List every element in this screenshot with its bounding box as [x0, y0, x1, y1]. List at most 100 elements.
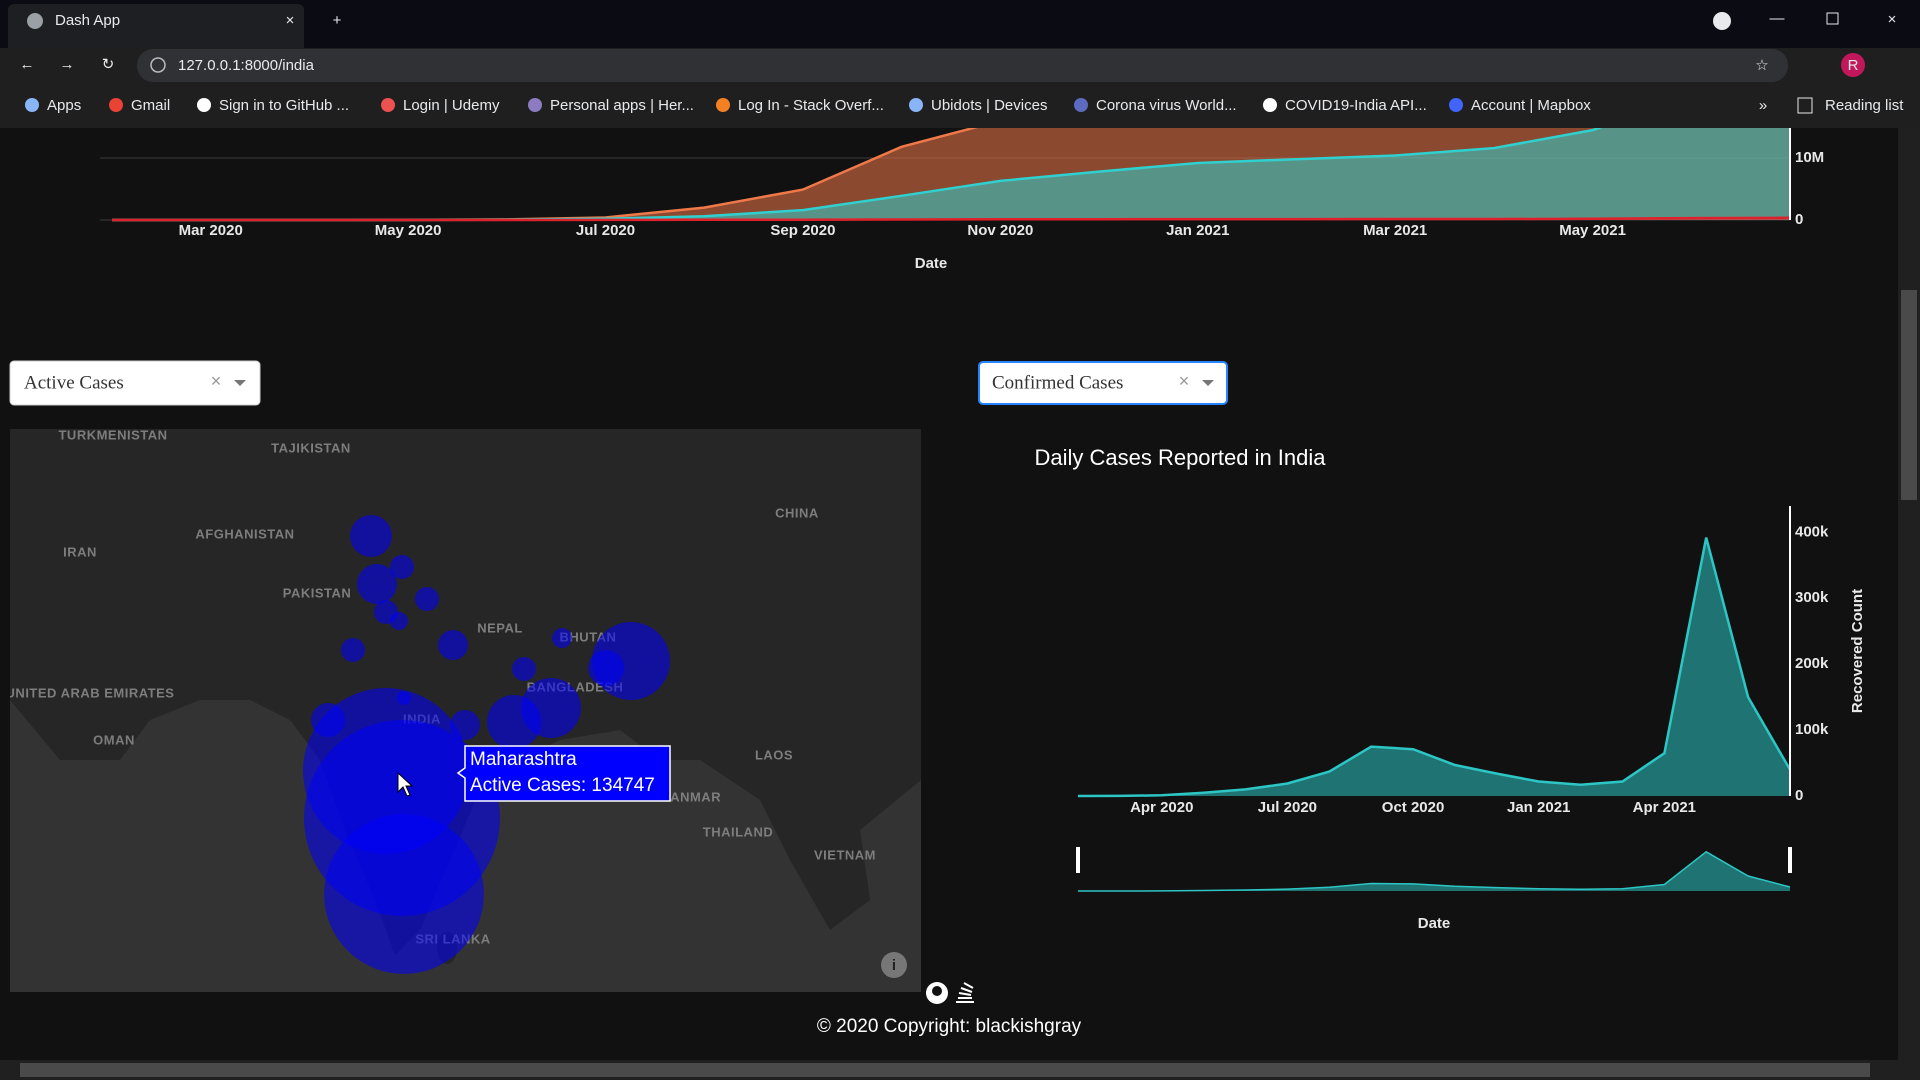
forward-button[interactable]: →	[60, 56, 75, 73]
x-tick-label: Jul 2020	[1258, 799, 1317, 816]
github-icon-inner	[932, 986, 942, 996]
range-area-fill	[1078, 851, 1790, 891]
tooltip-box	[456, 745, 671, 802]
tooltip: Maharashtra Active Cases: 134747	[456, 745, 671, 802]
map-label: THAILAND	[703, 824, 773, 839]
tab-title[interactable]: Dash App	[55, 12, 120, 29]
range-handle[interactable]	[1076, 847, 1080, 873]
map-label: LAOS	[755, 747, 793, 762]
x-tick-label: Jan 2021	[1507, 799, 1570, 816]
bubble[interactable]	[414, 586, 440, 612]
bubble[interactable]	[511, 656, 537, 682]
map-label: VIETNAM	[814, 847, 876, 862]
area-line	[112, 216, 1791, 222]
bookmark[interactable]: Personal apps | Her...	[550, 97, 694, 114]
bubble[interactable]	[551, 627, 573, 649]
y-tick-label: 300k	[1795, 589, 1829, 606]
tab[interactable]	[8, 4, 304, 48]
chart-title: Daily Cases Reported in India	[1034, 445, 1326, 470]
bookmark[interactable]: COVID19-India API...	[1285, 97, 1427, 114]
left-dropdown[interactable]	[9, 360, 261, 406]
bubble[interactable]	[486, 694, 542, 750]
reading-list[interactable]: Reading list	[1825, 97, 1904, 114]
map-label: OMAN	[93, 732, 135, 747]
bubble[interactable]	[389, 554, 415, 580]
profile[interactable]	[1841, 53, 1865, 77]
y-tick-label: 200k	[1795, 655, 1829, 672]
cumulative-chart	[100, 128, 1791, 222]
bookmark-icon	[109, 98, 123, 112]
bubble[interactable]	[357, 564, 397, 604]
copyright: © 2020 Copyright: blackishgray	[817, 1016, 1082, 1037]
bookmark[interactable]: Sign in to GitHub ...	[219, 97, 349, 114]
right-dropdown-value: Confirmed Cases	[992, 372, 1123, 393]
x-tick-label: Sep 2020	[770, 222, 835, 239]
map-label: TAJIKISTAN	[271, 440, 351, 455]
bookmark-icon	[528, 98, 542, 112]
tab-favicon	[27, 13, 43, 29]
bubble[interactable]	[438, 630, 468, 660]
map-label: UNITED ARAB EMIRATES	[6, 685, 175, 700]
more-bookmarks[interactable]: »	[1759, 97, 1767, 114]
range-handle[interactable]	[1788, 847, 1792, 873]
cumulative-axes: 0 10M Mar 2020 May 2020 Jul 2020 Sep 2020 Nov …	[179, 128, 1824, 272]
url[interactable]: 127.0.0.1:8000/india	[178, 57, 315, 74]
bookmark-icon	[909, 98, 923, 112]
x-tick-label: May 2021	[1559, 222, 1626, 239]
right-dropdown[interactable]	[978, 361, 1228, 405]
map-layer: TURKMENISTAN TAJIKISTAN AFGHANISTAN IRAN PAK…	[6, 429, 876, 974]
bookmark-star[interactable]: ☆	[1755, 57, 1768, 74]
bookmark-icon	[716, 98, 730, 112]
bubble[interactable]	[389, 611, 409, 631]
map[interactable]: TURKMENISTAN TAJIKISTAN AFGHANISTAN IRAN PAK…	[6, 427, 921, 992]
bookmark[interactable]: Ubidots | Devices	[931, 97, 1047, 114]
restore[interactable]	[1826, 12, 1839, 25]
bookmark-icon	[197, 98, 211, 112]
bookmark[interactable]: Account | Mapbox	[1471, 97, 1591, 114]
bookmark[interactable]: Apps	[47, 97, 81, 114]
minimize[interactable]: —	[1770, 10, 1785, 27]
site-info[interactable]	[150, 57, 166, 73]
vertical-scrollbar[interactable]	[1898, 128, 1920, 1060]
area-line	[1077, 537, 1792, 798]
stackoverflow-icon[interactable]	[956, 982, 974, 1003]
bookmark[interactable]: Log In - Stack Overf...	[738, 97, 884, 114]
map-label: CHINA	[775, 505, 819, 520]
reading-list-icon	[1797, 97, 1813, 114]
new-tab[interactable]: +	[333, 12, 342, 29]
bubble[interactable]	[340, 637, 366, 663]
left-dropdown-clear[interactable]: ×	[211, 371, 222, 391]
left-dropdown-caret[interactable]	[234, 380, 246, 386]
y-axis-title: Recovered Count	[1849, 589, 1866, 713]
area-fill	[112, 128, 1790, 220]
daily-chart: 0 100k 200k 300k 400k Apr 2020 Jul 2020 Oct 202…	[1034, 445, 1865, 932]
area-fill	[1078, 537, 1790, 796]
vertical-scroll-thumb[interactable]	[1901, 290, 1917, 500]
bubble[interactable]	[588, 650, 624, 686]
y-tick-label: 0	[1795, 211, 1803, 228]
tab-close[interactable]: ×	[286, 12, 295, 29]
reload-button[interactable]: ↻	[102, 56, 115, 73]
bookmark[interactable]: Gmail	[131, 97, 170, 114]
tooltip-text: Active Cases: 134747	[470, 775, 655, 796]
bubble[interactable]	[324, 814, 484, 974]
back-button[interactable]: ←	[20, 56, 35, 73]
horizontal-scroll-thumb[interactable]	[20, 1063, 1870, 1077]
y-tick-label: 0	[1795, 787, 1803, 804]
map-label: NEPAL	[477, 620, 523, 635]
close-window[interactable]: ×	[1888, 11, 1897, 28]
bookmark-icon	[1449, 98, 1463, 112]
left-dropdown-value: Active Cases	[24, 372, 124, 393]
bubble[interactable]	[350, 515, 392, 557]
profile-menu[interactable]	[1713, 12, 1731, 30]
tooltip-title: Maharashtra	[470, 749, 577, 770]
address-bar[interactable]	[137, 49, 1788, 82]
bookmark[interactable]: Login | Udemy	[403, 97, 500, 114]
right-dropdown-caret[interactable]	[1202, 380, 1214, 386]
x-tick-label: Jul 2020	[576, 222, 635, 239]
right-dropdown-clear[interactable]: ×	[1179, 371, 1190, 391]
bookmark[interactable]: Corona virus World...	[1096, 97, 1237, 114]
x-tick-label: Apr 2021	[1633, 799, 1696, 816]
map-info[interactable]	[881, 952, 907, 978]
